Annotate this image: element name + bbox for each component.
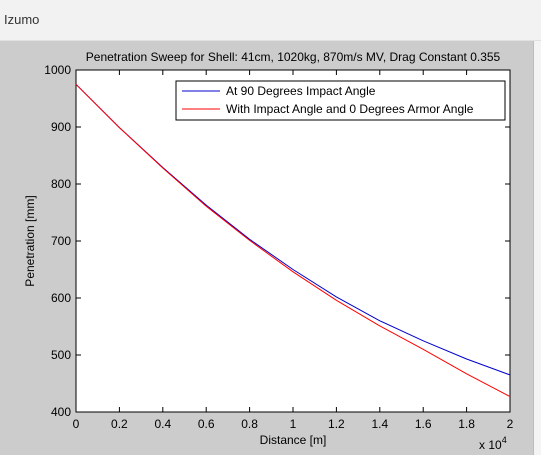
x-tick-label: 1.6 — [415, 417, 432, 431]
y-tick-label: 900 — [51, 120, 71, 134]
x-tick-label: 0.6 — [198, 417, 215, 431]
x-tick-label: 1.4 — [371, 417, 388, 431]
legend-label: At 90 Degrees Impact Angle — [226, 84, 376, 98]
scroll-strip — [534, 41, 541, 455]
x-multiplier-base: x 10 — [479, 438, 502, 452]
window-title-bar: Izumo — [0, 0, 541, 41]
series-line — [75, 83, 511, 398]
x-tick-label: 0.8 — [241, 417, 258, 431]
x-tick-label: 0.4 — [154, 417, 171, 431]
x-axis-label: Distance [m] — [260, 433, 327, 447]
legend-box — [175, 80, 506, 121]
y-tick-label: 400 — [51, 405, 71, 419]
y-tick-label: 800 — [51, 177, 71, 191]
series-lines — [75, 83, 511, 398]
axis-ticks: 0 0.2 0.4 0.6 0.8 1 1.2 1.4 1.6 1.8 2 400 500 600 700 8… — [44, 63, 513, 431]
x-tick-label: 1 — [290, 417, 297, 431]
y-axis-label: Penetration [mm] — [23, 195, 37, 286]
chart-title: Penetration Sweep for Shell: 41cm, 1020k… — [86, 50, 501, 64]
x-tick-label: 1.8 — [458, 417, 475, 431]
legend: At 90 Degrees Impact Angle With Impact An… — [175, 80, 506, 121]
y-tick-label: 600 — [51, 291, 71, 305]
x-multiplier-exponent: 4 — [502, 435, 507, 445]
x-axis-multiplier: x 104 — [479, 435, 507, 452]
x-tick-label: 2 — [507, 417, 514, 431]
x-tick-label: 0 — [73, 417, 80, 431]
x-tick-label: 0.2 — [111, 417, 128, 431]
plot-area — [75, 69, 511, 413]
y-tick-label: 700 — [51, 234, 71, 248]
window-title: Izumo — [4, 12, 40, 27]
legend-label: With Impact Angle and 0 Degrees Armor An… — [226, 102, 474, 116]
x-tick-label: 1.2 — [328, 417, 345, 431]
y-tick-label: 1000 — [44, 63, 71, 77]
y-tick-label: 500 — [51, 348, 71, 362]
